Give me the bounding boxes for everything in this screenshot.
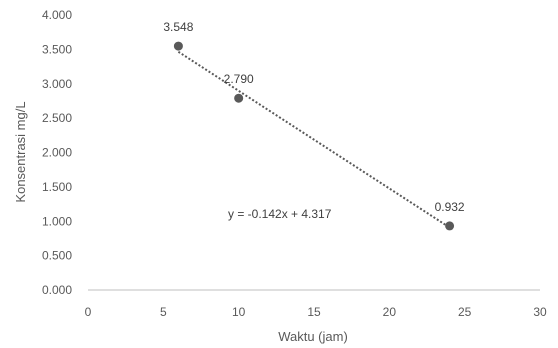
- y-tick-label: 1.500: [42, 180, 72, 194]
- y-axis-title: Konsentrasi mg/L: [13, 101, 28, 202]
- data-label: 2.790: [224, 72, 254, 86]
- data-point: [234, 93, 244, 103]
- y-tick-label: 0.500: [42, 249, 72, 263]
- x-tick-label: 0: [85, 305, 92, 319]
- x-tick-label: 25: [458, 305, 472, 319]
- data-point: [445, 221, 455, 231]
- trendline: [177, 50, 451, 229]
- x-tick-label: 10: [232, 305, 246, 319]
- data-label: 0.932: [435, 200, 465, 214]
- y-tick-label: 3.500: [42, 42, 72, 56]
- y-tick-label: 3.000: [42, 77, 72, 91]
- y-tick-label: 2.000: [42, 146, 72, 160]
- data-label: 3.548: [163, 20, 193, 34]
- y-axis-ticks: 0.000 0.500 1.000 1.500 2.000 2.500 3.000 3.500…: [42, 8, 72, 297]
- x-axis-title: Waktu (jam): [278, 329, 348, 344]
- y-tick-label: 4.000: [42, 8, 72, 22]
- y-tick-label: 2.500: [42, 111, 72, 125]
- y-tick-label: 1.000: [42, 214, 72, 228]
- trendline-equation: y = -0.142x + 4.317: [228, 207, 332, 221]
- x-tick-label: 15: [307, 305, 321, 319]
- y-tick-label: 0.000: [42, 283, 72, 297]
- x-tick-label: 30: [533, 305, 547, 319]
- data-labels: 3.548 2.790 0.932: [163, 20, 465, 214]
- data-point: [173, 41, 183, 51]
- x-axis-ticks: 0 5 10 15 20 25 30: [85, 305, 547, 319]
- x-tick-label: 20: [383, 305, 397, 319]
- x-tick-label: 5: [160, 305, 167, 319]
- data-points: [173, 41, 455, 231]
